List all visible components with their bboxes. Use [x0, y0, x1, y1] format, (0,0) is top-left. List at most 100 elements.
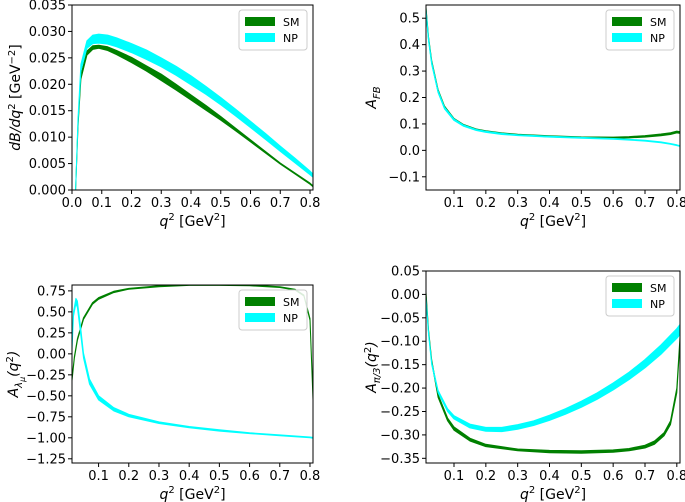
x-tick-label: 0.5 — [209, 469, 230, 484]
chart-panel-dbdq2: 0.0 0.1 0.2 0.3 0.4 0.5 0.6 0.7 0.8 0.000 0.005 0.0… — [7, 0, 320, 230]
series-bands — [72, 285, 313, 439]
legend-label-sm: SM — [283, 296, 299, 309]
legend-swatch-sm — [245, 17, 275, 26]
y-tick-label: 0.020 — [29, 78, 66, 93]
band-sm — [72, 285, 313, 401]
x-tick-label: 0.1 — [88, 469, 109, 484]
y-tick-label: 0.05 — [391, 265, 420, 280]
legend-label-np: NP — [650, 32, 665, 45]
y-tick-label: −0.20 — [380, 382, 420, 397]
band-np — [75, 33, 313, 190]
chart-panel-api3: 0.1 0.2 0.3 0.4 0.5 0.6 0.7 0.8 −0.35 −0.30 −0.25 −… — [363, 265, 685, 502]
legend: SM NP — [605, 275, 675, 317]
x-tick-label: 0.4 — [539, 469, 560, 484]
legend-swatch-sm — [245, 297, 275, 306]
legend-label-np: NP — [283, 312, 298, 325]
y-tick-label: 0.000 — [29, 184, 66, 199]
y-tick-label: 0.025 — [29, 51, 66, 66]
x-tick-label: 0.8 — [666, 196, 685, 211]
series-bands — [75, 33, 313, 190]
x-tick-label: 0.3 — [507, 196, 528, 211]
legend: SM NP — [605, 9, 675, 51]
y-tick-label: 0.035 — [29, 0, 66, 14]
x-tick-label: 0.2 — [475, 469, 496, 484]
y-tick-label: 0.005 — [29, 157, 66, 172]
chart-panel-alambda: 0.1 0.2 0.3 0.4 0.5 0.6 0.7 0.8 −1.25 −1.00 −0.75 −… — [5, 284, 320, 502]
x-tick-label: 0.1 — [444, 469, 465, 484]
band-np — [426, 8, 680, 147]
y-tick-label: −0.10 — [380, 335, 420, 350]
y-tick-label: 0.2 — [399, 91, 420, 106]
y-tick-label: 0.1 — [399, 117, 420, 132]
x-axis-label: q2 [GeV2] — [159, 485, 225, 502]
x-tick-label: 0.7 — [635, 196, 656, 211]
y-tick-label: −0.30 — [380, 428, 420, 443]
legend-label-sm: SM — [283, 16, 299, 29]
plot-frame — [425, 270, 681, 464]
x-tick-label: 0.7 — [635, 469, 656, 484]
band-sm — [75, 44, 313, 190]
y-tick-label: 0.010 — [29, 131, 66, 146]
y-tick-label: 0.030 — [29, 25, 66, 40]
x-axis-label: q2 [GeV2] — [159, 212, 225, 230]
legend-label-np: NP — [283, 32, 298, 45]
x-tick-label: 0.3 — [149, 469, 170, 484]
x-axis-label: q2 [GeV2] — [520, 212, 586, 230]
legend-swatch-sm — [612, 17, 642, 26]
x-tick-label: 0.5 — [571, 196, 592, 211]
series-bands — [426, 291, 680, 454]
band-np — [426, 296, 680, 433]
band-np — [72, 297, 313, 439]
x-tick-label: 0.5 — [210, 196, 231, 211]
y-axis-label: dB/dq2 [GeV−2] — [7, 44, 24, 151]
y-axis-label: Aλμ(q2) — [5, 351, 27, 399]
x-tick-label: 0.0 — [62, 196, 83, 211]
y-tick-label: 0.00 — [37, 347, 66, 362]
y-tick-label: −1.00 — [26, 431, 66, 446]
y-tick-label: −0.05 — [380, 311, 420, 326]
legend-swatch-np — [612, 299, 642, 308]
plot-frame — [71, 4, 314, 191]
legend-label-sm: SM — [650, 16, 666, 29]
y-tick-label: 0.3 — [399, 65, 420, 80]
y-tick-label: 0.50 — [37, 305, 66, 320]
y-tick-label: 0.75 — [37, 284, 66, 299]
legend-swatch-np — [245, 33, 275, 42]
legend-label-np: NP — [650, 298, 665, 311]
x-tick-label: 0.1 — [91, 196, 112, 211]
x-tick-label: 0.6 — [239, 469, 260, 484]
legend: SM NP — [238, 9, 308, 51]
x-tick-label: 0.4 — [181, 196, 202, 211]
x-tick-label: 0.2 — [121, 196, 142, 211]
legend-label-sm: SM — [650, 282, 666, 295]
y-tick-label: −0.35 — [380, 452, 420, 467]
y-tick-label: 0.5 — [399, 12, 420, 27]
x-tick-label: 0.5 — [571, 469, 592, 484]
y-tick-label: 0.015 — [29, 104, 66, 119]
x-tick-label: 0.7 — [270, 196, 291, 211]
series-bands — [426, 7, 680, 147]
x-tick-label: 0.3 — [507, 469, 528, 484]
y-axis-label: AFB — [364, 86, 383, 109]
y-tick-label: −0.15 — [380, 358, 420, 373]
x-tick-label: 0.3 — [151, 196, 172, 211]
x-axis-label: q2 [GeV2] — [520, 485, 586, 502]
y-tick-label: −1.25 — [26, 452, 66, 467]
y-tick-label: 0.4 — [399, 38, 420, 53]
y-tick-label: 0.00 — [391, 288, 420, 303]
legend-swatch-sm — [612, 283, 642, 292]
plot-frame — [71, 284, 314, 464]
x-tick-label: 0.4 — [179, 469, 200, 484]
x-tick-label: 0.7 — [269, 469, 290, 484]
x-tick-label: 0.8 — [300, 469, 321, 484]
x-tick-label: 0.6 — [603, 469, 624, 484]
x-tick-label: 0.6 — [603, 196, 624, 211]
band-sm — [426, 291, 680, 454]
y-tick-label: −0.25 — [26, 368, 66, 383]
y-axis-label: Aπ/3(q2) — [363, 341, 383, 394]
y-tick-label: −0.1 — [388, 170, 420, 185]
x-tick-label: 0.1 — [444, 196, 465, 211]
x-tick-label: 0.2 — [118, 469, 139, 484]
x-tick-label: 0.6 — [240, 196, 261, 211]
